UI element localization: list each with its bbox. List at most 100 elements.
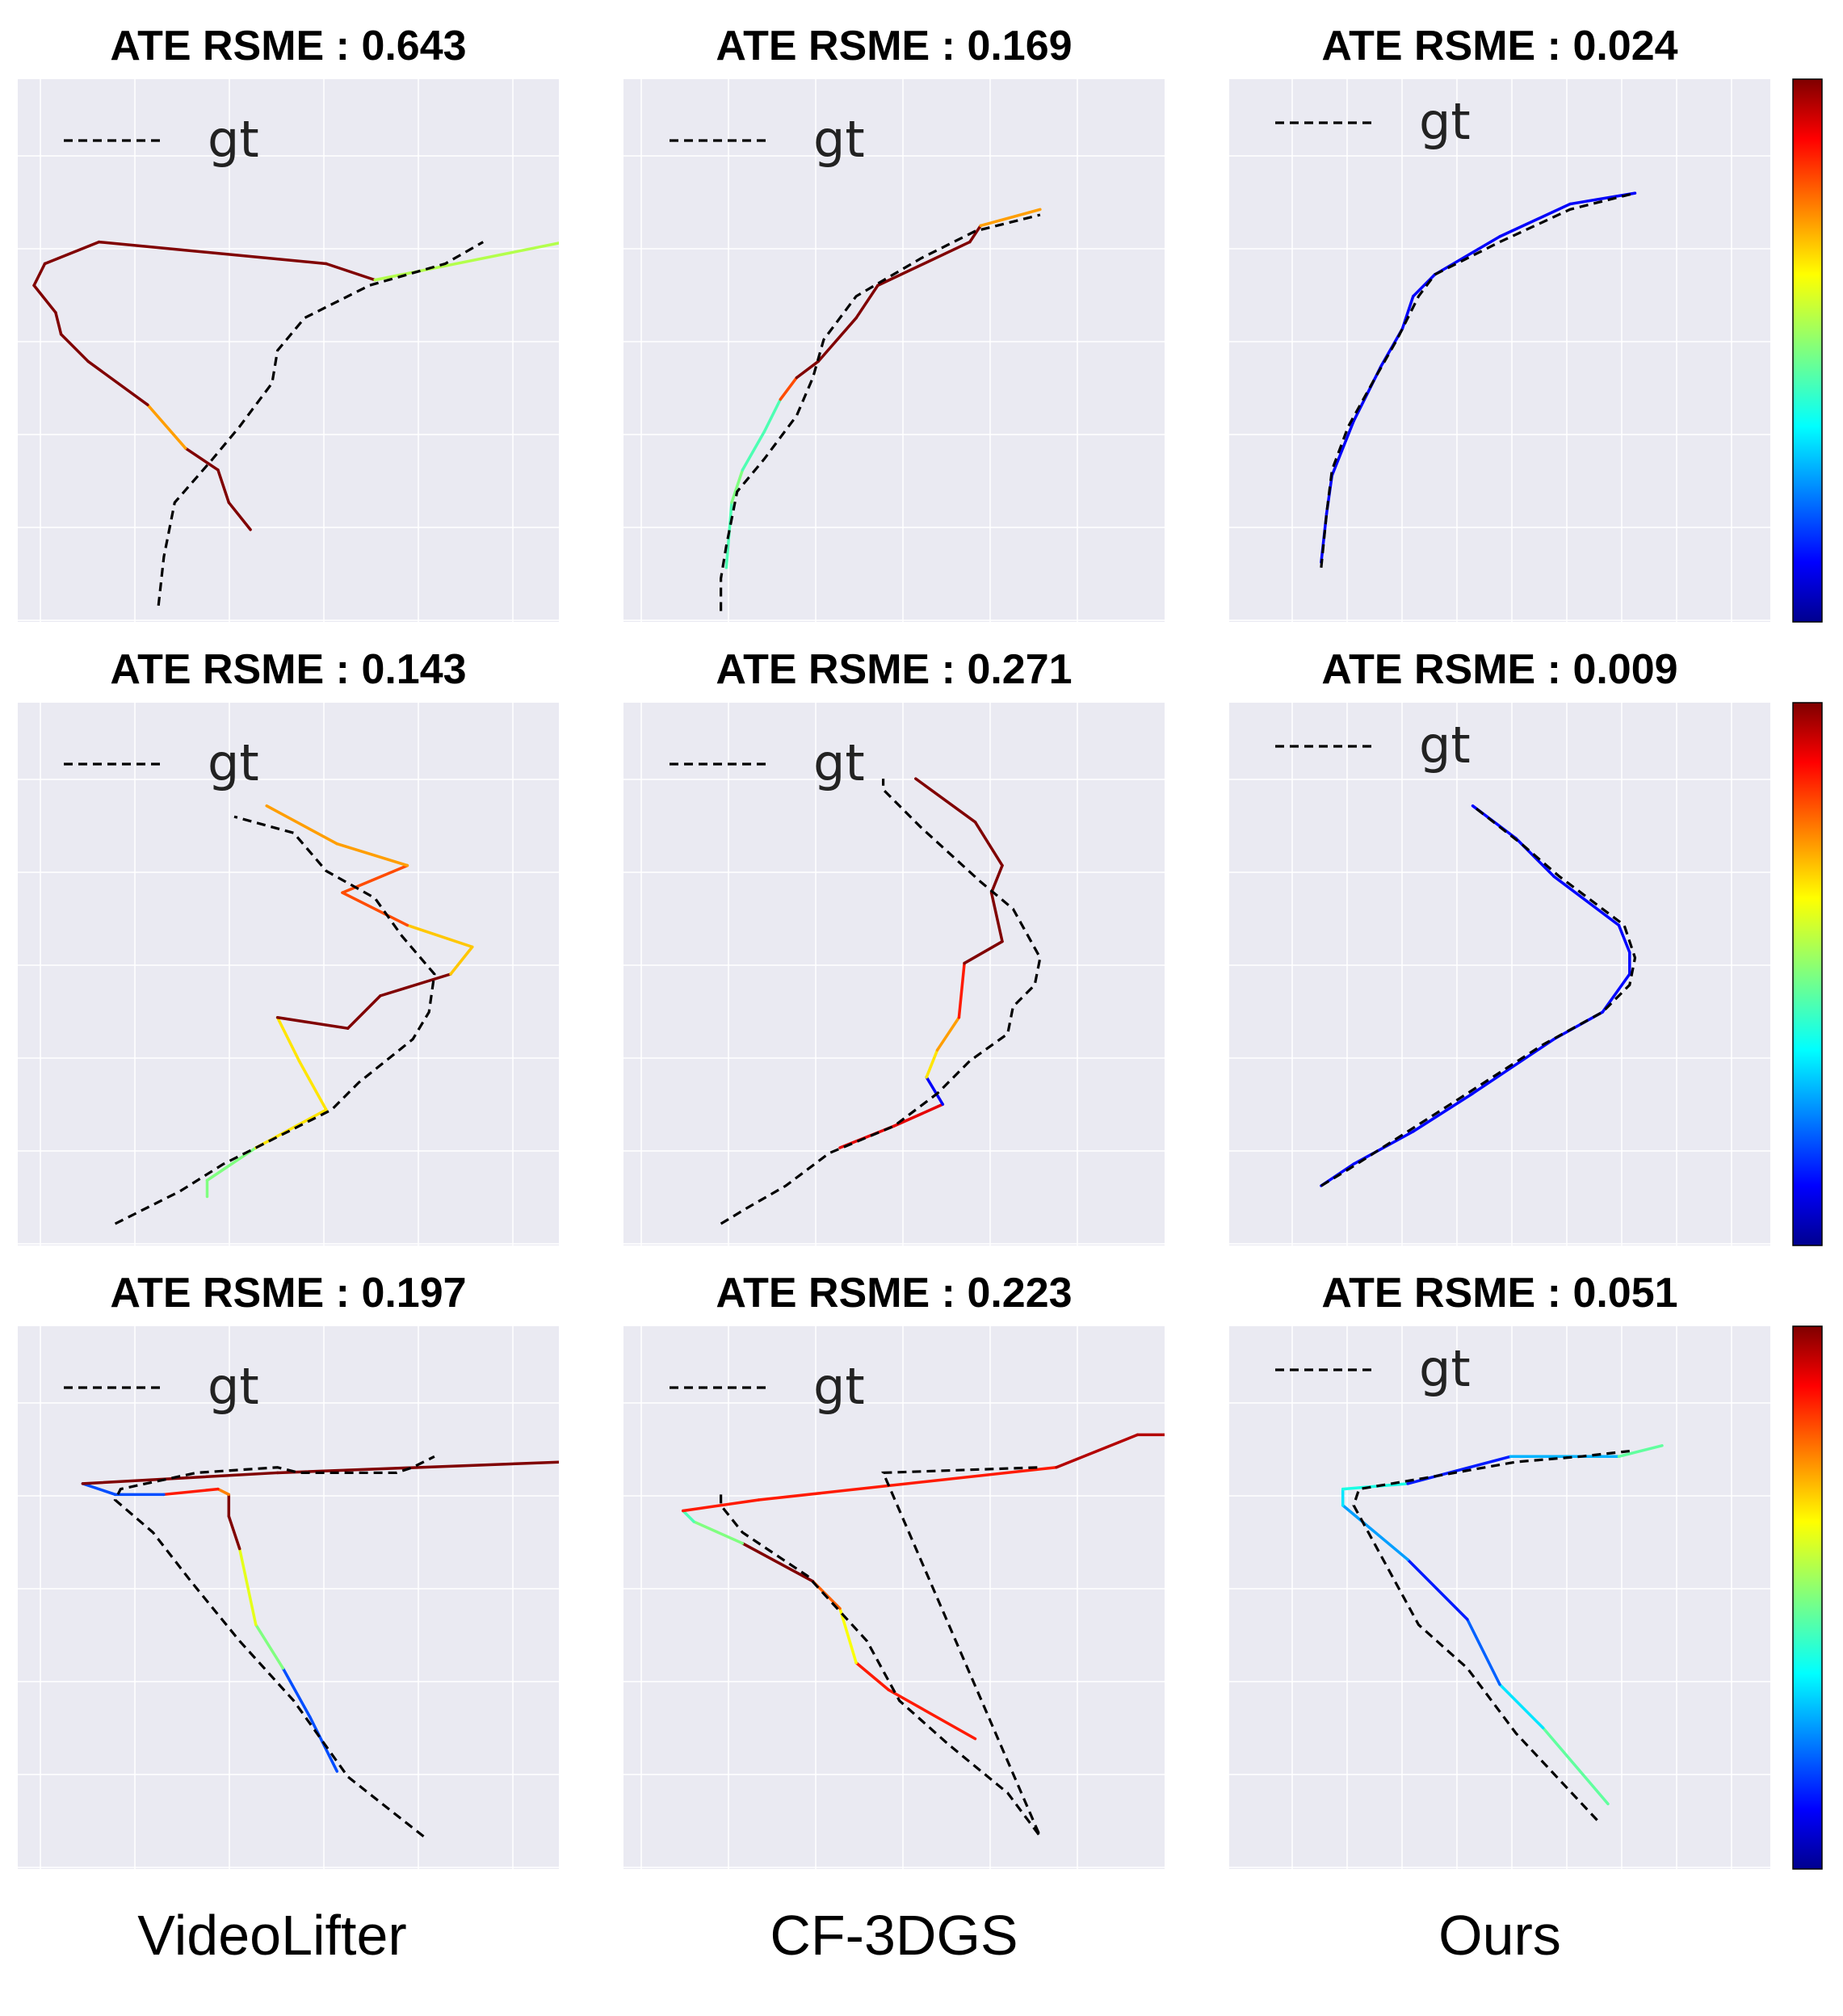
panel-title: ATE RSME : 0.143: [110, 646, 466, 693]
trajectory-segment: [892, 1102, 945, 1128]
trajectory-segment: [730, 468, 745, 504]
trajectory-segment: [325, 262, 376, 282]
panel-title: ATE RSME : 0.051: [1321, 1270, 1677, 1317]
trajectory-segment: [1466, 1618, 1501, 1686]
trajectory-segment: [973, 821, 1004, 867]
gt-line: [113, 1455, 435, 1838]
legend: gt: [670, 110, 865, 169]
panel-title: ATE RSME : 0.271: [716, 646, 1072, 693]
trajectory: [32, 240, 559, 531]
gt-line: [719, 1466, 1042, 1838]
trajectory-segment: [281, 1666, 312, 1719]
plot-area: [623, 79, 1165, 622]
trajectory-segment: [346, 994, 382, 1030]
panel-title: ATE RSME : 0.009: [1321, 646, 1677, 693]
grid: [1229, 703, 1770, 1245]
legend-gt-label: gt: [208, 733, 259, 792]
legend: gt: [1275, 1339, 1471, 1398]
trajectory-segment: [341, 863, 409, 894]
trajectory-segment: [449, 945, 474, 976]
plot-area: [1229, 1326, 1770, 1869]
trajectory-segment: [32, 284, 57, 314]
trajectory-segment: [32, 262, 47, 288]
legend: gt: [1275, 92, 1471, 151]
trajectory-segment: [81, 1471, 279, 1485]
panel-title: ATE RSME : 0.197: [110, 1270, 466, 1317]
trajectory-segment: [216, 468, 231, 504]
trajectory-segment: [297, 1059, 328, 1111]
legend-gt-label: gt: [1419, 92, 1471, 151]
trajectory-segment: [979, 208, 1042, 228]
trajectory-panel: ATE RSME : 0.051 gt: [1229, 1270, 1823, 1870]
trajectory-segment: [373, 242, 559, 282]
trajectory-segment: [968, 224, 982, 244]
trajectory-panel: ATE RSME : 0.271 gt: [623, 646, 1165, 1245]
trajectory-panel: ATE RSME : 0.197 gt: [18, 1270, 559, 1869]
trajectory-segment: [1341, 1504, 1409, 1561]
legend: gt: [1275, 716, 1471, 775]
trajectory-segment: [1498, 202, 1572, 238]
plot-area: [1229, 703, 1770, 1245]
legend: gt: [670, 1357, 865, 1416]
grid: [1229, 79, 1770, 622]
trajectory-segment: [1617, 1444, 1664, 1459]
trajectory-segment: [237, 1547, 258, 1627]
trajectory-segment: [692, 1520, 745, 1545]
gt-line: [114, 815, 436, 1225]
trajectory-segment: [1341, 1482, 1409, 1491]
trajectory-segment: [838, 1606, 858, 1665]
trajectory-segment: [1055, 1433, 1140, 1469]
trajectory-segment: [97, 240, 328, 266]
trajectory-segment: [1471, 1037, 1555, 1095]
trajectory-segment: [935, 1016, 961, 1052]
trajectory-segment: [779, 376, 799, 401]
trajectory-segment: [963, 939, 1004, 965]
trajectory-segment: [81, 1482, 117, 1497]
legend: gt: [64, 110, 259, 169]
legend-gt-label: gt: [208, 1357, 259, 1416]
grid: [18, 79, 559, 622]
trajectory-segment: [275, 1016, 350, 1030]
trajectory-segment: [795, 359, 820, 380]
trajectory-segment: [757, 1465, 1058, 1502]
legend-gt-label: gt: [1419, 1339, 1471, 1398]
trajectory-segment: [227, 501, 252, 531]
trajectory-segment: [1406, 1558, 1469, 1621]
grid: [18, 1326, 559, 1869]
legend-gt-label: gt: [1419, 716, 1471, 775]
trajectory-segment: [887, 1688, 977, 1741]
trajectory: [1341, 1444, 1664, 1806]
trajectory-segment: [1498, 1682, 1545, 1730]
trajectory-segment: [43, 240, 101, 266]
gt-line: [720, 779, 1042, 1225]
legend-gt-label: gt: [208, 110, 259, 169]
trajectory-segment: [1412, 1092, 1475, 1133]
trajectory-panel: ATE RSME : 0.143 gt: [18, 646, 559, 1245]
trajectory-panel: ATE RSME : 0.223 gt: [623, 1270, 1165, 1869]
gt-line: [1352, 1449, 1630, 1821]
legend-gt-label: gt: [813, 110, 865, 169]
trajectory-segment: [1617, 923, 1631, 954]
trajectory-segment: [335, 842, 409, 867]
plot-area: [18, 703, 559, 1245]
trajectory-segment: [1412, 273, 1437, 298]
trajectory-segment: [925, 1048, 939, 1079]
panel-title: ATE RSME : 0.643: [110, 23, 466, 69]
legend: gt: [64, 733, 259, 792]
plot-area: [623, 703, 1165, 1245]
column-label: Ours: [1438, 1904, 1561, 1967]
panel-title: ATE RSME : 0.223: [716, 1270, 1072, 1317]
plot-area: [623, 1326, 1165, 1869]
panel-title: ATE RSME : 0.169: [716, 23, 1072, 69]
trajectory-segment: [876, 240, 972, 288]
legend-gt-label: gt: [813, 733, 865, 792]
trajectory-panel: ATE RSME : 0.024 gt: [1229, 23, 1823, 623]
trajectory-segment: [1433, 235, 1501, 276]
trajectory-segment: [1541, 1726, 1610, 1806]
trajectory-segment: [254, 1623, 285, 1670]
legend: gt: [670, 733, 865, 792]
colorbar: [1792, 702, 1823, 1246]
gt-line: [1320, 804, 1637, 1187]
trajectory-segment: [914, 777, 977, 824]
